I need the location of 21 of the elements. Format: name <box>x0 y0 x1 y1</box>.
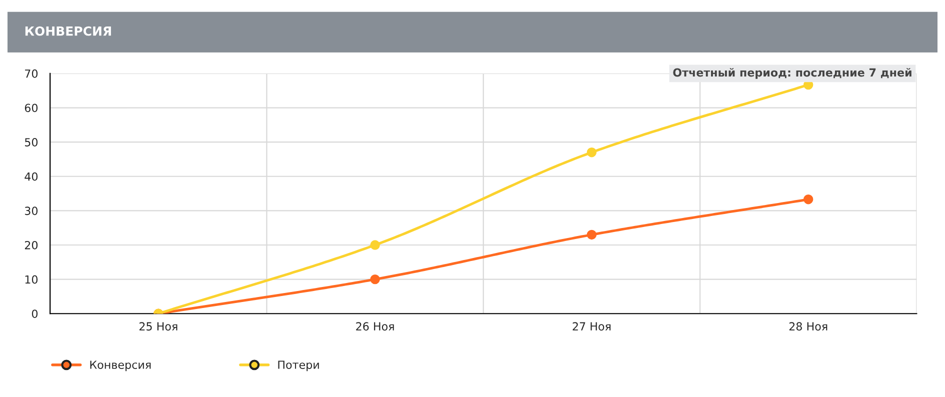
x-tick-label: 25 Ноя <box>139 322 178 331</box>
y-tick-label: 50 <box>25 138 38 146</box>
x-tick-label: 27 Ноя <box>572 322 610 331</box>
point <box>803 194 814 204</box>
y-tick-label: 20 <box>24 240 38 250</box>
y-tick-label: 60 <box>24 104 38 112</box>
point <box>586 148 597 158</box>
legend-label: Потери <box>278 360 319 372</box>
y-tick-label: 70 <box>25 69 38 78</box>
point <box>370 240 380 250</box>
y-tick-label: 40 <box>24 172 38 181</box>
chart-title: КОНВЕРСИЯ <box>25 26 111 36</box>
x-tick-label: 28 Ноя <box>789 322 828 331</box>
y-tick-label: 0 <box>32 310 38 318</box>
y-tick-label: 10 <box>25 275 38 284</box>
x-tick-label: 26 Ноя <box>356 322 394 331</box>
point <box>370 274 380 284</box>
y-tick-label: 30 <box>24 206 38 216</box>
annotation: Отчетный период: последние 7 дней <box>673 68 912 79</box>
legend-label: Конверсия <box>90 360 151 372</box>
point <box>586 230 597 240</box>
